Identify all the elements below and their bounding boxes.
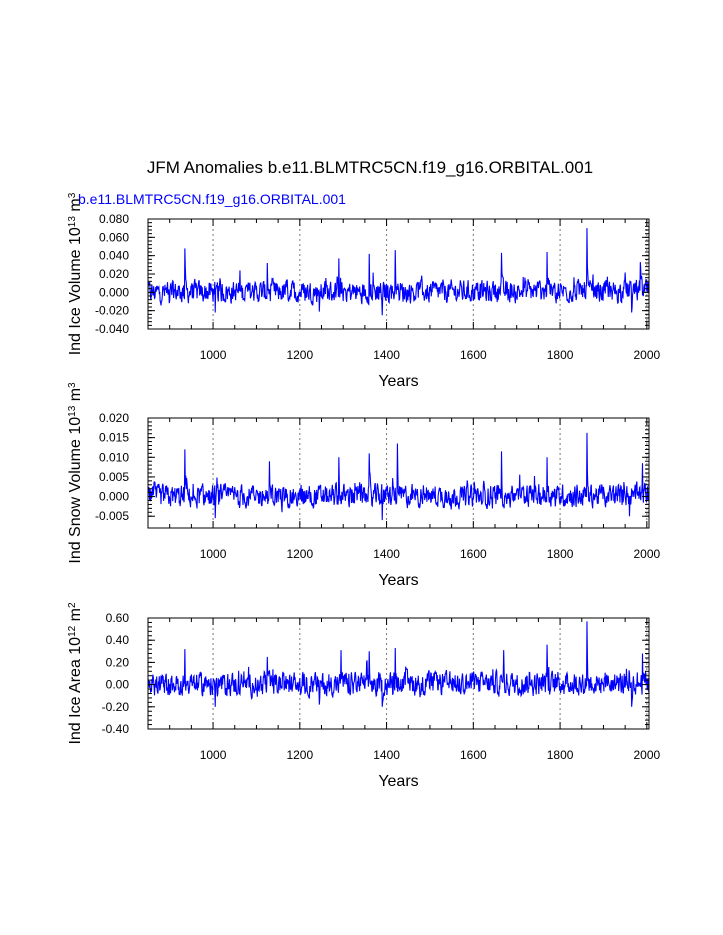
panels-group: 1000 1200 1400 1600 1800 2000 -0.040 -0.020 0.00… xyxy=(67,192,661,790)
y-axis-label-part: 10 xyxy=(67,417,84,435)
y-tick-label: 0.000 xyxy=(99,490,129,504)
x-tick-label: 1600 xyxy=(460,547,487,561)
panel-snow-volume: 1000 1200 1400 1600 1800 2000 -0.005 0.000 0.005… xyxy=(67,382,661,589)
x-tick-label: 1400 xyxy=(373,348,400,362)
y-tick-label: 0.010 xyxy=(99,450,129,464)
y-axis-label-part: 10 xyxy=(67,637,84,655)
y-axis-label-part: 3 xyxy=(67,192,78,198)
y-tick-label: -0.020 xyxy=(95,304,129,318)
y-tick-label: 0.000 xyxy=(99,285,129,299)
panel-ice-volume: 1000 1200 1400 1600 1800 2000 -0.040 -0.020 0.00… xyxy=(67,192,661,390)
y-axis-label-part: m xyxy=(67,388,84,401)
y-tick-label: 0.005 xyxy=(99,470,129,484)
x-tick-label: 1200 xyxy=(286,348,313,362)
y-axis-label-part: 10 xyxy=(67,227,84,245)
chart-title: JFM Anomalies b.e11.BLMTRC5CN.f19_g16.OR… xyxy=(147,158,593,177)
y-tick-label: -0.005 xyxy=(95,509,129,523)
series-line-ice-volume xyxy=(147,228,650,316)
x-tick-label: 2000 xyxy=(633,348,660,362)
y-axis-label-part: Ind Ice Volume xyxy=(67,249,84,355)
y-tick-label: 0.020 xyxy=(99,267,129,281)
y-tick-label: 0.080 xyxy=(99,212,129,226)
plot-frame-ice-area xyxy=(147,617,650,730)
series-label: b.e11.BLMTRC5CN.f19_g16.ORBITAL.001 xyxy=(78,191,346,207)
y-axis-label-part: 2 xyxy=(67,602,78,608)
x-axis-label: Years xyxy=(378,373,418,390)
y-axis-label-part: 3 xyxy=(67,382,78,388)
y-axis-label-part: 13 xyxy=(67,405,78,417)
x-tick-label: 1000 xyxy=(200,348,227,362)
y-axis-label: Ind Ice Volume 1013 m3 xyxy=(67,192,85,355)
x-tick-label: 1600 xyxy=(460,348,487,362)
y-axis-label-part: m xyxy=(67,608,84,621)
y-axis-label-part: Ind Snow Volume xyxy=(67,439,84,564)
x-axis-label: Years xyxy=(378,572,418,589)
plot-frame-snow-volume xyxy=(147,417,650,529)
x-tick-label: 1200 xyxy=(286,547,313,561)
series-line-snow-volume xyxy=(147,432,650,521)
y-tick-label: 0.60 xyxy=(106,611,130,625)
x-tick-label: 2000 xyxy=(633,547,660,561)
x-tick-label: 1800 xyxy=(547,348,574,362)
x-tick-label: 1600 xyxy=(460,748,487,762)
y-tick-label: -0.040 xyxy=(95,322,129,336)
y-tick-label: 0.20 xyxy=(106,655,130,669)
y-axis-label-part: m xyxy=(67,198,84,211)
x-tick-label: 2000 xyxy=(633,748,660,762)
y-tick-label: 0.060 xyxy=(99,230,129,244)
x-tick-label: 1000 xyxy=(200,547,227,561)
x-tick-label: 1000 xyxy=(200,748,227,762)
y-axis-label-part: 13 xyxy=(67,216,78,228)
x-axis-label: Years xyxy=(378,773,418,790)
x-tick-label: 1200 xyxy=(286,748,313,762)
y-tick-label: 0.015 xyxy=(99,431,129,445)
y-tick-label: 0.00 xyxy=(106,678,130,692)
y-tick-label: 0.040 xyxy=(99,249,129,263)
y-tick-label: 0.020 xyxy=(99,411,129,425)
x-tick-label: 1800 xyxy=(547,748,574,762)
y-axis-label: Ind Snow Volume 1013 m3 xyxy=(67,382,85,564)
x-tick-label: 1400 xyxy=(373,547,400,561)
y-tick-label: -0.40 xyxy=(102,722,130,736)
y-axis-label-part: Ind Ice Area xyxy=(67,659,84,744)
plot-frame-ice-volume xyxy=(147,218,650,330)
y-axis-label: Ind Ice Area 1012 m2 xyxy=(67,602,85,745)
panel-ice-area: 1000 1200 1400 1600 1800 2000 -0.40 -0.20 0.00 0.… xyxy=(67,602,661,790)
x-tick-label: 1800 xyxy=(547,547,574,561)
x-tick-label: 1400 xyxy=(373,748,400,762)
series-line-ice-area xyxy=(147,621,650,707)
y-axis-label-part: 12 xyxy=(67,625,78,637)
y-tick-label: 0.40 xyxy=(106,633,130,647)
y-tick-label: -0.20 xyxy=(102,700,130,714)
